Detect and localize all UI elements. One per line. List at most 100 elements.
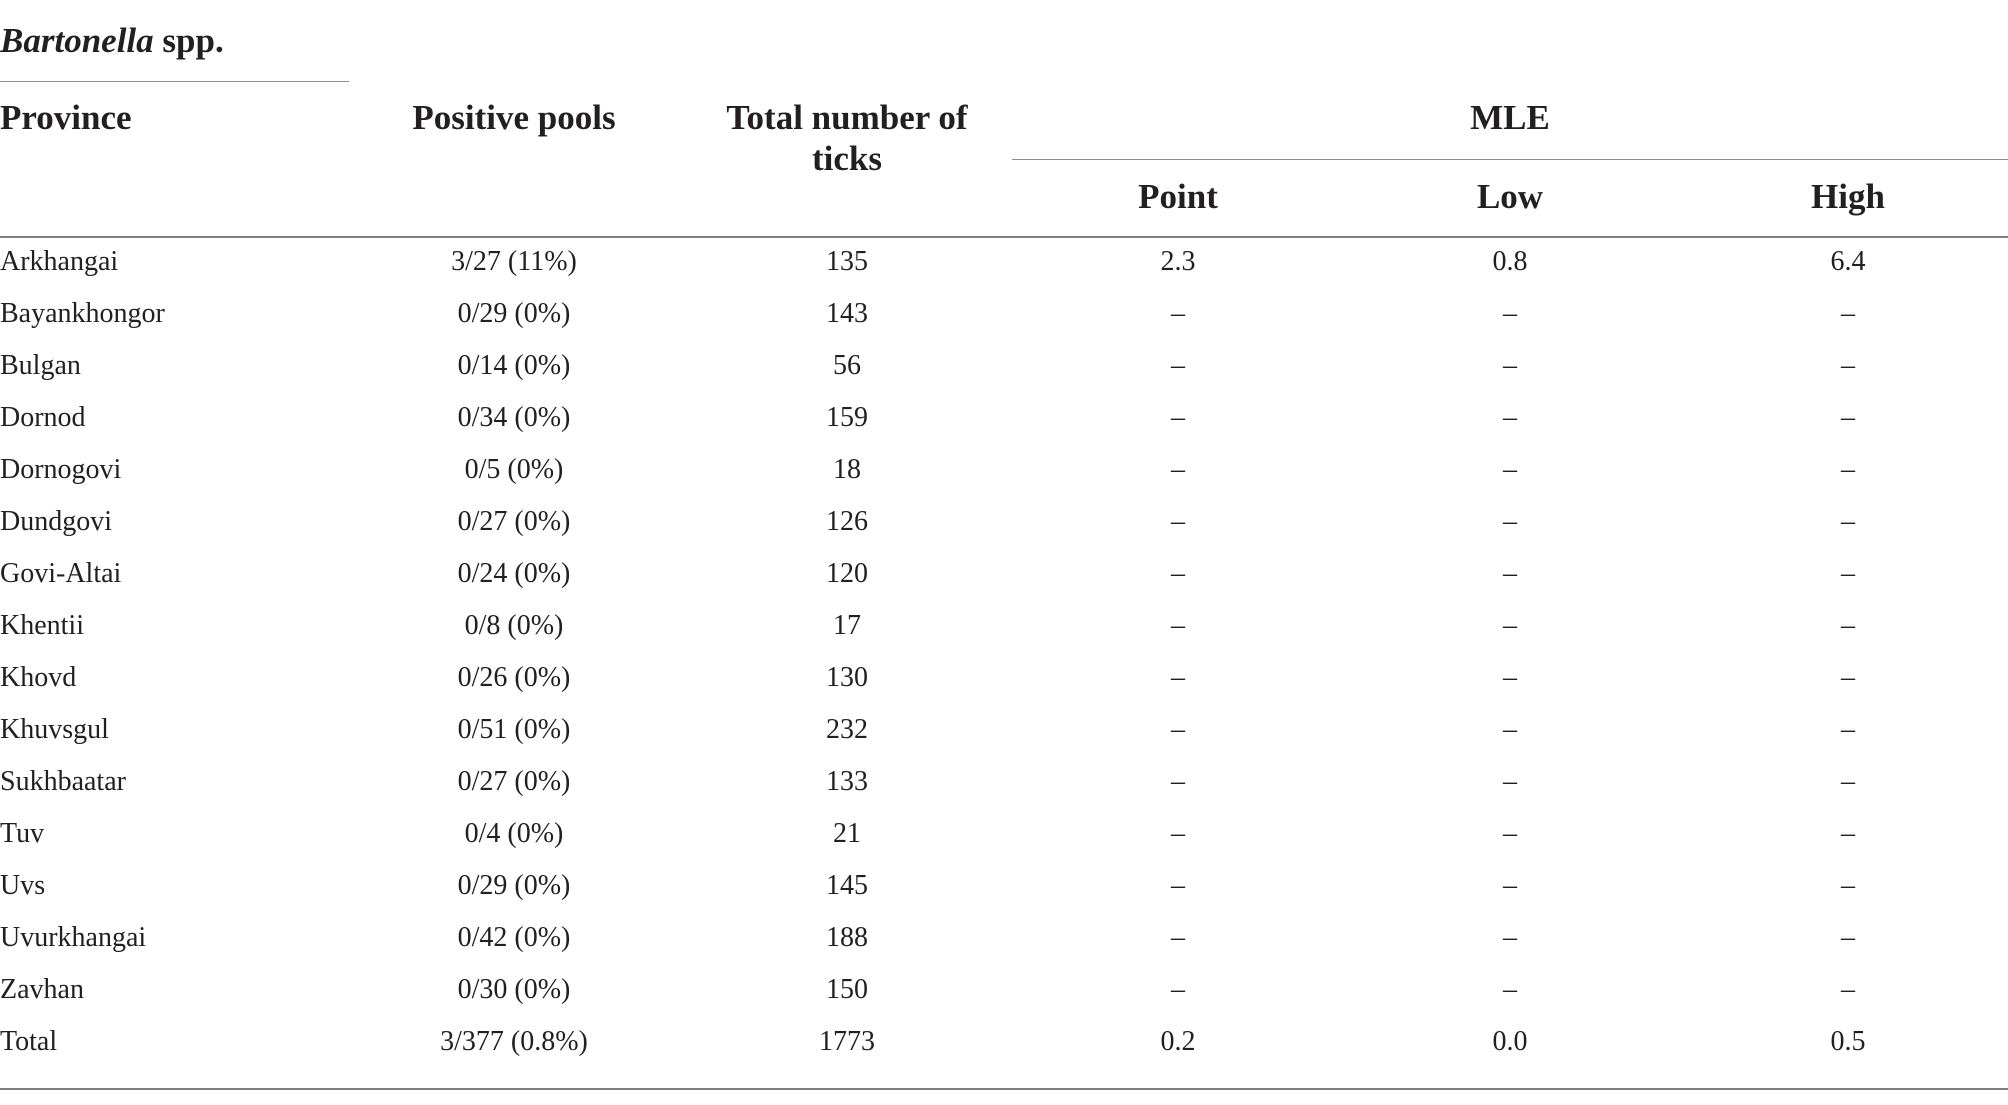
cell-mle-high: – [1841, 870, 1855, 901]
cell-province: Uvurkhangai [0, 922, 147, 953]
cell-mle-high: – [1841, 402, 1855, 433]
cell-mle-high: 6.4 [1830, 246, 1866, 277]
cell-province: Dundgovi [0, 506, 112, 537]
cell-positive-pools: 0/42 (0%) [457, 922, 571, 953]
cell-mle-low: – [1503, 610, 1517, 641]
cell-mle-low: – [1503, 714, 1517, 745]
cell-mle-point: – [1171, 610, 1185, 641]
header-high: High [1811, 177, 1885, 216]
cell-mle-low: 0.8 [1492, 246, 1528, 277]
cell-province: Dornogovi [0, 454, 122, 485]
cell-mle-point: 0.2 [1160, 1026, 1196, 1057]
cell-mle-high: – [1841, 766, 1855, 797]
header-total-ticks-line1: Total number of [726, 98, 968, 137]
cell-positive-pools: 0/51 (0%) [457, 714, 571, 745]
cell-mle-high: – [1841, 714, 1855, 745]
cell-mle-point: – [1171, 298, 1185, 329]
table-row: Govi-Altai 0/24 (0%) 120 – – – [0, 548, 2008, 600]
cell-total-ticks: 150 [826, 974, 868, 1005]
cell-province: Dornod [0, 402, 86, 433]
mle-rule [1012, 159, 2008, 160]
cell-total-ticks: 18 [833, 454, 861, 485]
cell-mle-point: – [1171, 974, 1185, 1005]
table-row: Sukhbaatar 0/27 (0%) 133 – – – [0, 756, 2008, 808]
cell-total-ticks: 1773 [819, 1026, 875, 1057]
cell-mle-high: – [1841, 610, 1855, 641]
cell-mle-point: – [1171, 506, 1185, 537]
cell-positive-pools: 0/34 (0%) [457, 402, 571, 433]
cell-mle-low: – [1503, 350, 1517, 381]
cell-positive-pools: 0/29 (0%) [457, 870, 571, 901]
cell-mle-high: – [1841, 350, 1855, 381]
table-row: Zavhan 0/30 (0%) 150 – – – [0, 964, 2008, 1016]
cell-positive-pools: 0/27 (0%) [457, 506, 571, 537]
cell-mle-point: – [1171, 662, 1185, 693]
table-bottom-rule [0, 1088, 2008, 1090]
caption-suffix: spp. [153, 21, 224, 60]
cell-total-ticks: 130 [826, 662, 868, 693]
cell-mle-low: 0.0 [1492, 1026, 1528, 1057]
table-row: Dornogovi 0/5 (0%) 18 – – – [0, 444, 2008, 496]
cell-positive-pools: 3/27 (11%) [451, 246, 577, 277]
cell-mle-point: – [1171, 922, 1185, 953]
cell-total-ticks: 232 [826, 714, 868, 745]
header-bottom-rule [0, 236, 2008, 238]
cell-province: Khovd [0, 662, 77, 693]
table-row: Dornod 0/34 (0%) 159 – – – [0, 392, 2008, 444]
cell-mle-high: 0.5 [1830, 1026, 1866, 1057]
cell-province: Zavhan [0, 974, 84, 1005]
cell-province: Bayankhongor [0, 298, 165, 329]
cell-total-ticks: 17 [833, 610, 861, 641]
cell-total-ticks: 56 [833, 350, 861, 381]
cell-positive-pools: 0/26 (0%) [457, 662, 571, 693]
cell-total-ticks: 159 [826, 402, 868, 433]
cell-mle-point: – [1171, 818, 1185, 849]
cell-total-ticks: 135 [826, 246, 868, 277]
table-row: Khovd 0/26 (0%) 130 – – – [0, 652, 2008, 704]
table-row: Khentii 0/8 (0%) 17 – – – [0, 600, 2008, 652]
cell-mle-low: – [1503, 402, 1517, 433]
cell-mle-low: – [1503, 974, 1517, 1005]
cell-province: Khuvsgul [0, 714, 109, 745]
table-caption: Bartonella spp. [0, 18, 224, 64]
cell-mle-low: – [1503, 506, 1517, 537]
cell-mle-low: – [1503, 662, 1517, 693]
table-row: Bayankhongor 0/29 (0%) 143 – – – [0, 288, 2008, 340]
cell-positive-pools: 3/377 (0.8%) [440, 1026, 588, 1057]
cell-province: Govi-Altai [0, 558, 122, 589]
cell-total-ticks: 133 [826, 766, 868, 797]
table-row: Bulgan 0/14 (0%) 56 – – – [0, 340, 2008, 392]
cell-mle-point: 2.3 [1160, 246, 1196, 277]
cell-province: Uvs [0, 870, 46, 901]
cell-province: Khentii [0, 610, 84, 641]
cell-mle-high: – [1841, 974, 1855, 1005]
table-row: Uvurkhangai 0/42 (0%) 188 – – – [0, 912, 2008, 964]
cell-mle-high: – [1841, 818, 1855, 849]
header-point: Point [1138, 177, 1218, 216]
cell-province: Bulgan [0, 350, 81, 381]
cell-mle-low: – [1503, 870, 1517, 901]
cell-mle-low: – [1503, 558, 1517, 589]
cell-total-ticks: 120 [826, 558, 868, 589]
cell-mle-high: – [1841, 298, 1855, 329]
cell-positive-pools: 0/4 (0%) [464, 818, 564, 849]
table-row-total: Total 3/377 (0.8%) 1773 0.2 0.0 0.5 [0, 1016, 2008, 1068]
cell-mle-low: – [1503, 454, 1517, 485]
cell-mle-point: – [1171, 350, 1185, 381]
cell-total-ticks: 145 [826, 870, 868, 901]
cell-mle-low: – [1503, 766, 1517, 797]
cell-mle-point: – [1171, 402, 1185, 433]
table-row: Tuv 0/4 (0%) 21 – – – [0, 808, 2008, 860]
caption-rule [0, 81, 349, 82]
table-row: Arkhangai 3/27 (11%) 135 2.3 0.8 6.4 [0, 236, 2008, 288]
cell-province: Total [0, 1026, 58, 1057]
cell-mle-high: – [1841, 922, 1855, 953]
header-mle: MLE [1470, 98, 1550, 137]
cell-total-ticks: 126 [826, 506, 868, 537]
header-positive-pools: Positive pools [412, 98, 616, 137]
cell-mle-high: – [1841, 506, 1855, 537]
cell-positive-pools: 0/8 (0%) [464, 610, 564, 641]
cell-mle-point: – [1171, 766, 1185, 797]
cell-total-ticks: 143 [826, 298, 868, 329]
cell-mle-point: – [1171, 870, 1185, 901]
